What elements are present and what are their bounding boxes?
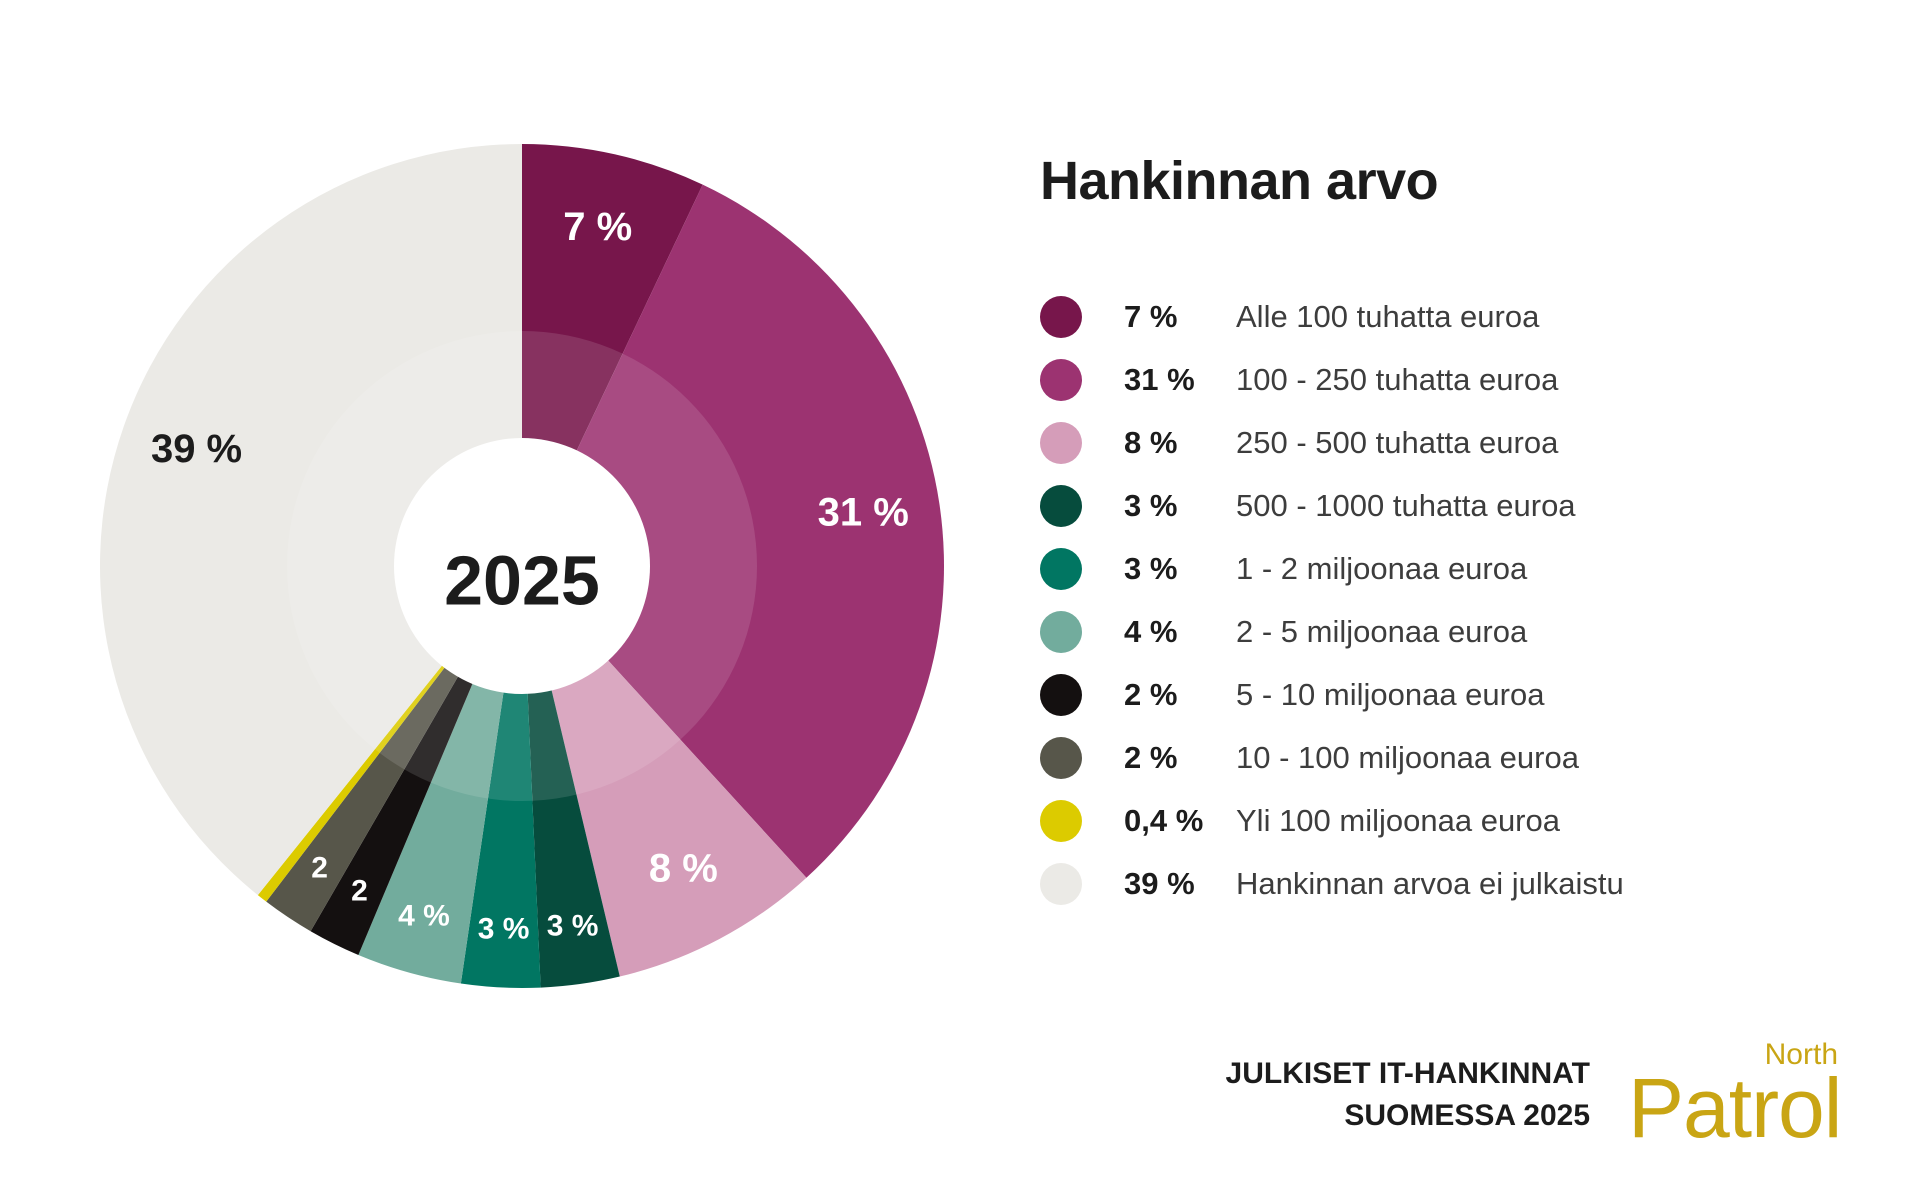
legend-swatch [1040, 736, 1082, 779]
slice-value-label: 3 % [547, 909, 599, 942]
slice-value-label: 4 % [398, 900, 450, 933]
legend-swatch [1040, 610, 1082, 653]
legend-swatch [1040, 673, 1082, 716]
legend-swatch [1040, 484, 1082, 527]
legend-item: 2 % 5 - 10 miljoonaa euroa [1040, 663, 1624, 726]
legend-item: 3 % 1 - 2 miljoonaa euroa [1040, 537, 1624, 600]
legend-swatch [1040, 358, 1082, 401]
slice-value-label: 39 % [151, 427, 242, 471]
legend-percentage: 31 % [1124, 361, 1195, 397]
legend-label: 250 - 500 tuhatta euroa [1236, 424, 1559, 460]
legend-swatch [1040, 295, 1082, 338]
legend-label: 100 - 250 tuhatta euroa [1236, 361, 1559, 397]
legend-label: Yli 100 miljoonaa euroa [1236, 802, 1560, 838]
legend-item: 7 % Alle 100 tuhatta euroa [1040, 285, 1624, 348]
donut-hole [394, 438, 650, 694]
legend-label: 5 - 10 miljoonaa euroa [1236, 676, 1545, 712]
legend-swatch [1040, 547, 1082, 590]
legend-item: 0,4 % Yli 100 miljoonaa euroa [1040, 789, 1624, 852]
slice-labels: 7 % 31 % 8 % 3 % 3 % 4 % 22 39 % [151, 205, 909, 945]
legend-item: 31 % 100 - 250 tuhatta euroa [1040, 348, 1624, 411]
legend-item: 3 % 500 - 1000 tuhatta euroa [1040, 474, 1624, 537]
legend-percentage: 7 % [1124, 298, 1178, 334]
pie-slice [522, 184, 944, 878]
footer-line-1: JULKISET IT-HANKINNAT [1225, 1057, 1590, 1090]
logo-patrol-text: Patrol [1628, 1061, 1842, 1155]
legend: 7 % Alle 100 tuhatta euroa 31 % 100 - 250 t… [1040, 285, 1624, 915]
footer-caption: JULKISET IT-HANKINNAT SUOMESSA 2025 [1226, 1053, 1590, 1137]
legend-percentage: 4 % [1124, 613, 1178, 649]
legend-swatch [1040, 421, 1082, 464]
legend-item: 39 % Hankinnan arvoa ei julkaistu [1040, 852, 1624, 915]
slice-value-label: 8 % [649, 846, 718, 890]
legend-percentage: 3 % [1124, 487, 1178, 523]
slice-value-label: 3 % [478, 912, 530, 945]
north-patrol-logo: North Patrol [1628, 1030, 1858, 1155]
legend-item: 8 % 250 - 500 tuhatta euroa [1040, 411, 1624, 474]
legend-item: 2 % 10 - 100 miljoonaa euroa [1040, 726, 1624, 789]
legend-label: 1 - 2 miljoonaa euroa [1236, 550, 1528, 586]
slice-value-label: 31 % [818, 491, 909, 535]
logo-north-text: North [1764, 1038, 1838, 1071]
slice-value-label: 7 % [563, 205, 632, 249]
legend-label: 10 - 100 miljoonaa euroa [1236, 739, 1579, 775]
legend-percentage: 2 % [1124, 739, 1178, 775]
center-year-label: 2025 [444, 541, 600, 619]
legend-swatch [1040, 862, 1082, 905]
legend-label: Alle 100 tuhatta euroa [1236, 298, 1540, 334]
legend-label: Hankinnan arvoa ei julkaistu [1236, 865, 1624, 901]
legend-swatch [1040, 799, 1082, 842]
chart-title: Hankinnan arvo [1040, 151, 1439, 211]
legend-percentage: 8 % [1124, 424, 1178, 460]
legend-percentage: 3 % [1124, 550, 1178, 586]
legend-percentage: 39 % [1124, 865, 1195, 901]
footer-line-2: SUOMESSA 2025 [1344, 1099, 1590, 1132]
slice-value-label: 2 [351, 875, 368, 908]
legend-percentage: 0,4 % [1124, 802, 1204, 838]
pie-slice [99, 144, 522, 896]
legend-label: 2 - 5 miljoonaa euroa [1236, 613, 1528, 649]
legend-label: 500 - 1000 tuhatta euroa [1236, 487, 1576, 523]
slice-value-label: 2 [311, 852, 328, 885]
legend-item: 4 % 2 - 5 miljoonaa euroa [1040, 600, 1624, 663]
legend-percentage: 2 % [1124, 676, 1178, 712]
